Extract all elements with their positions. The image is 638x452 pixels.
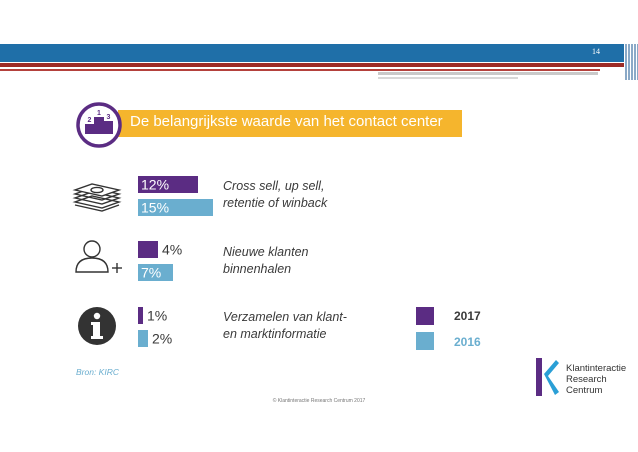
category-label-1-line-2: retentie of winback	[223, 196, 328, 210]
header-edge-stripes	[624, 44, 638, 80]
bar-2016-3	[138, 330, 148, 347]
add-user-icon	[75, 240, 122, 273]
kirc-logo-icon	[536, 358, 559, 396]
podium-digit-1: 1	[97, 110, 101, 117]
header-rule-grey	[378, 72, 598, 75]
bar-value-label-2016-2: 7%	[141, 265, 161, 281]
bar-2016-1	[138, 199, 213, 216]
logo-text-line-3: Centrum	[566, 385, 603, 396]
category-label-2: Nieuwe klanten binnenhalen	[223, 244, 308, 278]
header-rule-red-thin	[0, 69, 600, 71]
page-number: 14	[592, 47, 600, 56]
header-rule-grey-thin	[378, 77, 518, 79]
category-label-2-line-1: Nieuwe klanten	[223, 245, 309, 259]
category-label-1-line-1: Cross sell, up sell,	[223, 179, 325, 193]
source-note: Bron: KIRC	[76, 367, 119, 377]
copyright: © Klantinteractie Research Centrum 2017	[272, 398, 366, 404]
money-icon	[72, 183, 122, 212]
logo-text-line-2: Research	[566, 374, 607, 385]
category-label-3: Verzamelen van klant- en marktinformatie	[223, 309, 347, 343]
legend-swatch-2017	[416, 307, 434, 325]
info-icon	[78, 307, 116, 345]
podium-digit-3: 3	[107, 114, 111, 121]
bar-2016-2	[138, 264, 173, 281]
header-band	[0, 44, 638, 62]
podium-icon: 2 1 3	[76, 102, 122, 148]
logo-text-line-1: Klantinteractie	[566, 363, 627, 374]
title-banner	[118, 110, 462, 137]
bar-2017-3	[138, 307, 143, 324]
bar-value-label-2016-3: 2%	[152, 331, 172, 347]
category-label-1: Cross sell, up sell, retentie of winback	[223, 178, 327, 212]
legend-label-2016: 2016	[454, 335, 481, 349]
legend-label-2017: 2017	[454, 309, 481, 323]
category-label-3-line-1: Verzamelen van klant-	[223, 310, 347, 324]
bar-value-label-2017-3: 1%	[147, 308, 167, 324]
bar-value-label-2017-1: 12%	[141, 177, 169, 193]
bar-value-label-2017-2: 4%	[162, 242, 182, 258]
header-rule-red	[0, 63, 638, 67]
slide-title: De belangrijkste waarde van het contact …	[130, 113, 443, 130]
podium-digit-2: 2	[88, 117, 92, 124]
category-label-2-line-2: binnenhalen	[223, 262, 292, 276]
bar-2017-2	[138, 241, 158, 258]
legend-swatch-2016	[416, 332, 434, 350]
bar-value-label-2016-1: 15%	[141, 200, 169, 216]
category-label-3-line-2: en marktinformatie	[223, 327, 327, 341]
bar-2017-1	[138, 176, 198, 193]
